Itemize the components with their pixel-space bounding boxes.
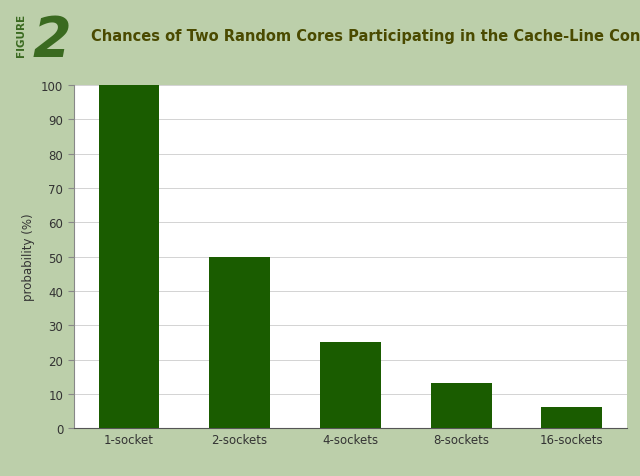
Bar: [209, 257, 270, 428]
Bar: [320, 343, 381, 428]
Bar: [431, 383, 492, 428]
Bar: [541, 407, 602, 428]
Text: 2: 2: [32, 14, 71, 68]
Y-axis label: probability (%): probability (%): [22, 213, 35, 301]
Bar: [99, 86, 159, 428]
Text: Chances of Two Random Cores Participating in the Cache-Line Contention: Chances of Two Random Cores Participatin…: [91, 30, 640, 44]
Text: FIGURE: FIGURE: [15, 14, 26, 57]
